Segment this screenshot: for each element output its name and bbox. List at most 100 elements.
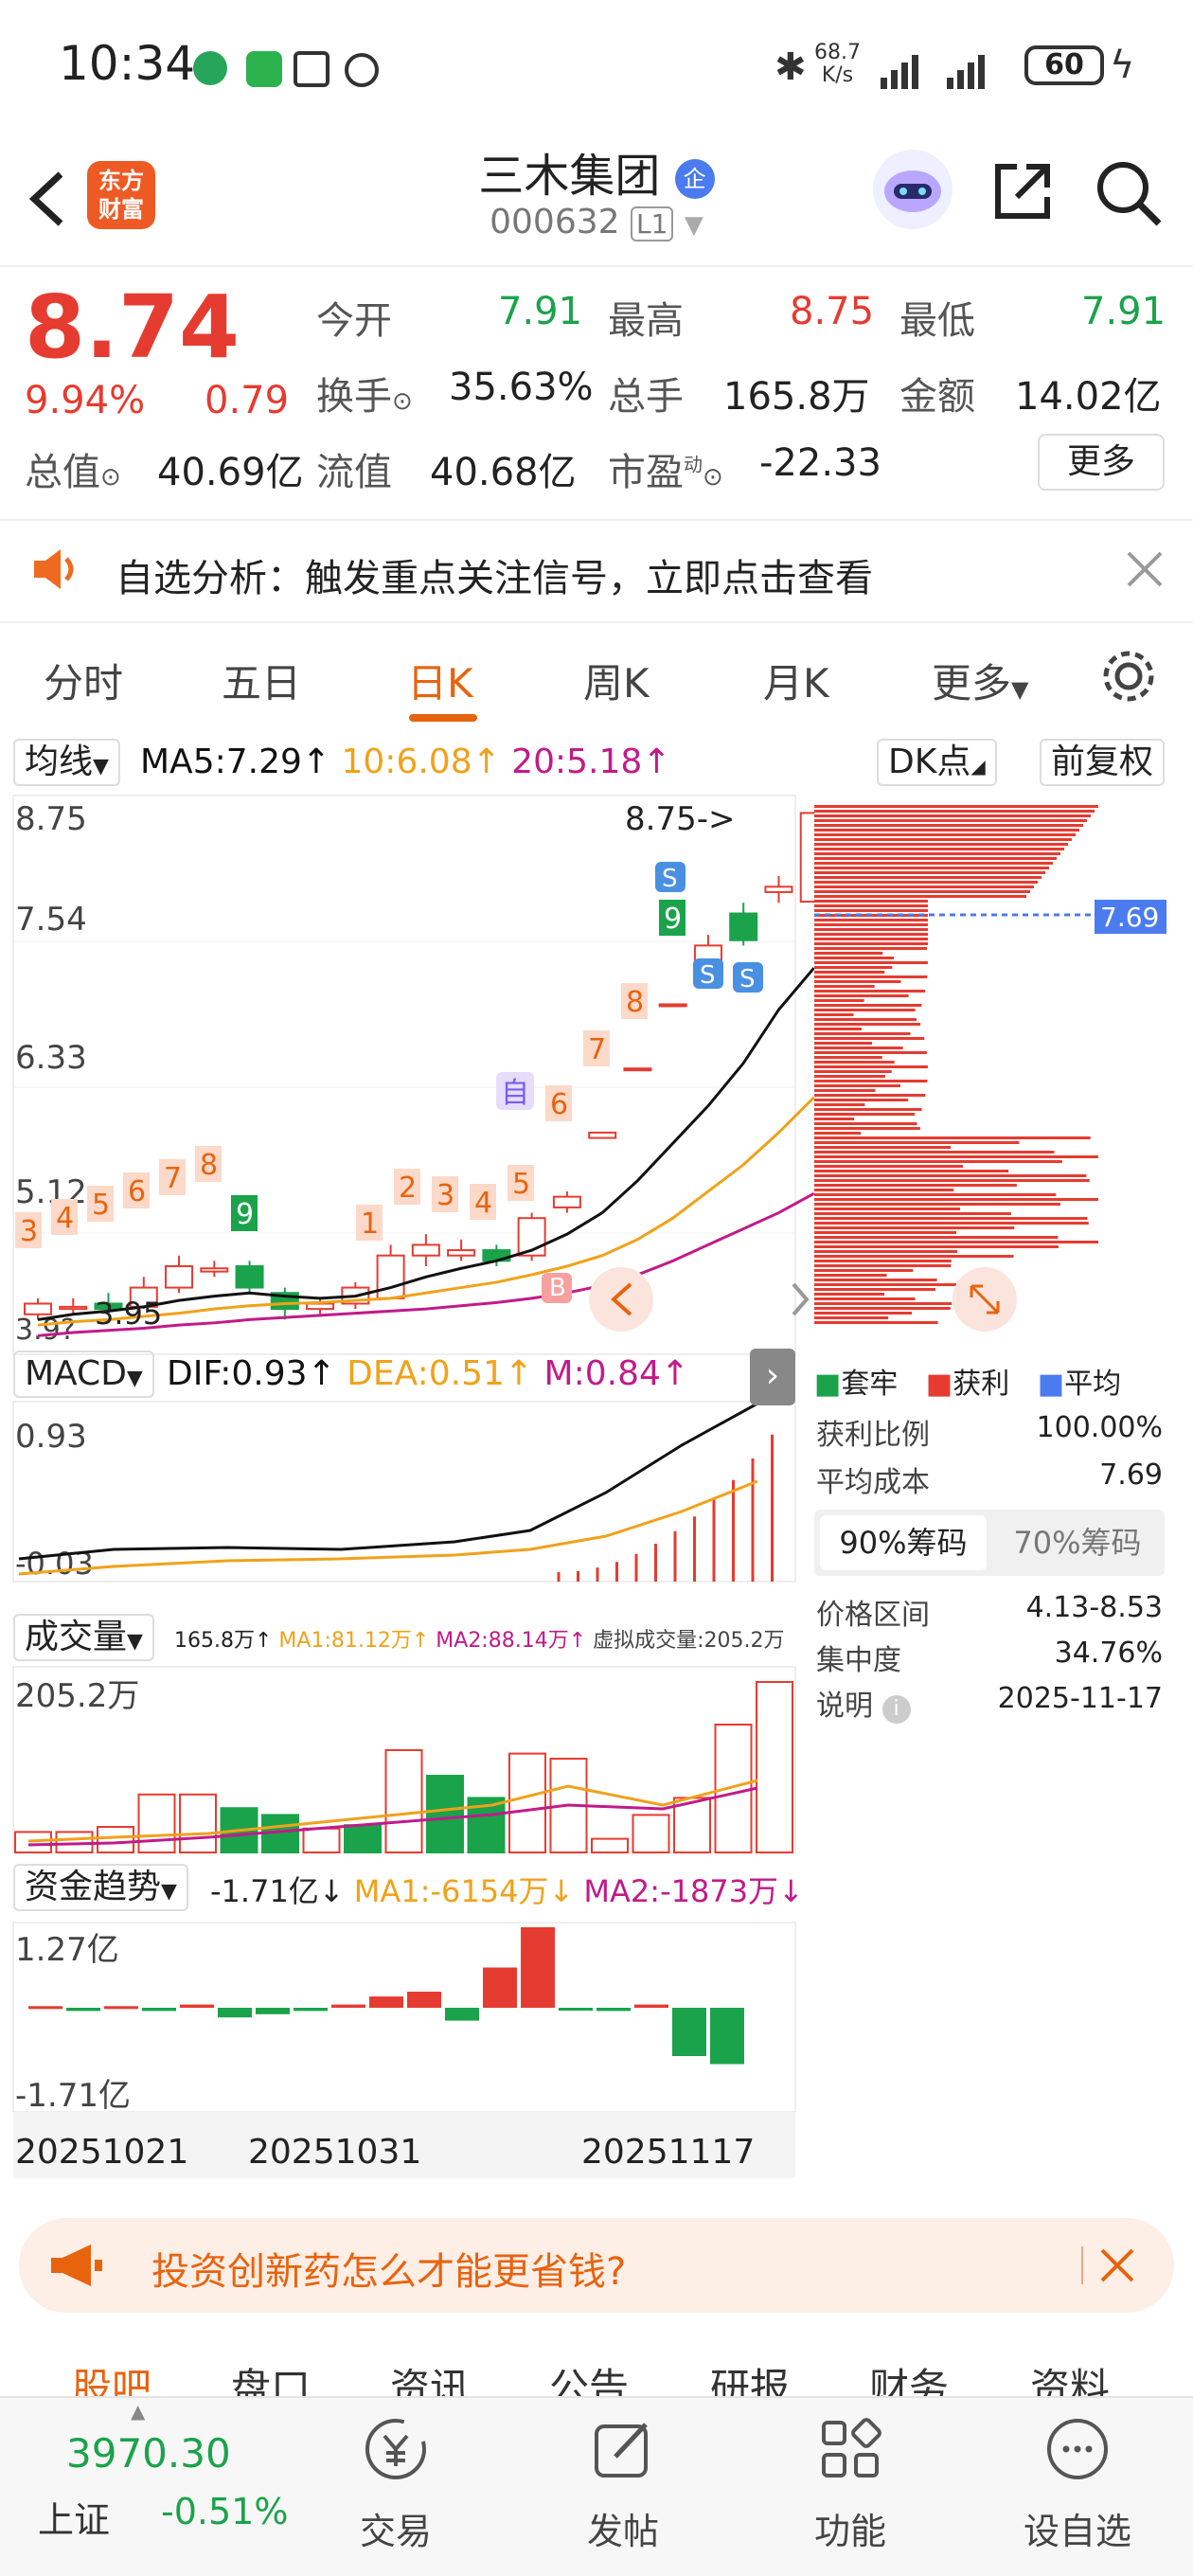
level-badge: L1 — [631, 206, 674, 242]
add-watchlist-button[interactable]: 设自选 — [1002, 2411, 1153, 2563]
volume-select-label: 成交量 — [25, 1618, 128, 1656]
volume-select[interactable]: 成交量▼ — [13, 1614, 154, 1661]
price-range-label: 价格区间 — [816, 1599, 930, 1632]
quote-panel — [0, 265, 1193, 511]
notice-text: 自选分析：触发重点关注信号，立即点击查看 — [116, 557, 873, 600]
chip-bar — [814, 1189, 954, 1191]
candle-body — [764, 886, 793, 893]
chip-bar — [814, 933, 928, 936]
tab-daily-k[interactable]: 日K — [407, 660, 473, 707]
chip-bar — [814, 1316, 889, 1319]
info-icon: ⊙ — [100, 463, 121, 492]
share-button[interactable] — [988, 157, 1057, 225]
candle-body — [306, 1302, 335, 1311]
fund-bar — [28, 2006, 62, 2010]
promo-close-button[interactable] — [1096, 2245, 1138, 2290]
post-button[interactable]: 发帖 — [547, 2411, 699, 2563]
chip-bar — [814, 881, 1038, 884]
tab-intraday[interactable]: 分时 — [44, 660, 124, 707]
back-button[interactable] — [19, 161, 76, 237]
tab-monthly-k[interactable]: 月K — [763, 660, 829, 707]
ma5-line — [37, 967, 815, 1321]
promo-banner[interactable] — [19, 2218, 1174, 2313]
sell-signal-label: S — [700, 961, 716, 990]
panel-collapse-button[interactable]: › — [750, 1349, 795, 1405]
chip-bar — [814, 1065, 928, 1068]
signal-icon — [881, 49, 1023, 95]
avg-cost-tag: 7.69 — [1100, 902, 1159, 933]
fund-bar — [710, 2008, 744, 2065]
td-count-badge — [356, 1205, 383, 1241]
macd-select[interactable]: MACD▼ — [13, 1351, 154, 1398]
stock-code-row[interactable]: 000632 L1 ▼ — [0, 203, 1193, 242]
chart-settings-button[interactable] — [1098, 646, 1159, 710]
pe-label[interactable]: 市盈动⊙ — [608, 441, 723, 496]
fund-ma2: MA2:-1873万↓ — [583, 1873, 804, 1909]
turnover-label[interactable]: 换手⊙ — [316, 366, 413, 420]
chip-bar — [814, 1084, 900, 1087]
battery-icon: 60 — [1024, 45, 1104, 85]
low-label: 最低 — [899, 299, 975, 343]
fund-select[interactable]: 资金趋势▼ — [13, 1864, 188, 1911]
share-icon — [995, 164, 1050, 219]
td-count-label: 4 — [474, 1187, 492, 1220]
fund-bar — [369, 1996, 403, 2008]
explain-label[interactable]: 说明 i — [816, 1682, 911, 1724]
candle-body — [165, 1264, 194, 1289]
adjust-select[interactable]: 前复权 — [1040, 739, 1166, 786]
chip-bar — [814, 843, 1068, 846]
tab-five-day[interactable]: 五日 — [222, 660, 302, 707]
trade-button[interactable]: 交易 — [320, 2411, 472, 2563]
chip-bar — [814, 805, 1098, 808]
chip-bar — [814, 1250, 958, 1253]
candle-body — [658, 1003, 687, 1008]
notice-bar[interactable] — [0, 519, 1193, 623]
dk-point-toggle[interactable]: DK点◢ — [877, 739, 997, 786]
up-caret-icon: ▲ — [131, 2400, 146, 2423]
chip-bar — [814, 1198, 1098, 1201]
notice-close-button[interactable] — [1123, 547, 1166, 591]
tab-more[interactable]: 更多▼ — [932, 652, 1028, 709]
candle-body — [24, 1302, 52, 1315]
chip-bar — [814, 1165, 964, 1168]
xtick-label: 20251117 — [581, 2133, 755, 2172]
net-speed-value: 68.7 — [814, 41, 861, 64]
volume-bar — [179, 1793, 217, 1854]
index-name: 上证 — [38, 2499, 111, 2541]
tab-chip-70[interactable]: 70%筹码 — [1013, 1525, 1142, 1561]
tab-chip-90[interactable]: 90%筹码 — [820, 1515, 987, 1570]
chip-bar — [814, 1174, 1087, 1177]
chip-bar — [814, 876, 1042, 879]
chip-bar — [814, 975, 928, 978]
caret-down-icon: ▼ — [127, 1630, 143, 1654]
volume-value: 165.8万 — [723, 375, 870, 419]
mktcap-label[interactable]: 总值⊙ — [25, 441, 121, 496]
td-count-label: 5 — [512, 1168, 530, 1201]
ai-assistant-button[interactable] — [873, 150, 953, 229]
fund-bar — [521, 1927, 555, 2008]
candle-body — [729, 912, 758, 941]
td-count-badge — [15, 1212, 42, 1248]
fund-bar — [180, 2004, 214, 2008]
index-ticker[interactable]: ▲ 3970.30 上证 -0.51% — [0, 2400, 303, 2576]
change-pct: 9.94% — [25, 379, 146, 422]
fund-bar — [445, 2008, 479, 2021]
chip-bar — [814, 1080, 928, 1082]
sell-signal-badge — [693, 958, 723, 989]
chip-bar — [814, 1222, 1089, 1225]
td-count-label: 6 — [550, 1088, 568, 1121]
search-button[interactable] — [1093, 157, 1165, 229]
legend-swatch-avg: ■ — [1037, 1368, 1065, 1401]
macd-dif-line — [18, 1402, 758, 1561]
function-button[interactable]: 功能 — [775, 2411, 926, 2563]
tab-weekly-k[interactable]: 周K — [583, 660, 650, 707]
ma-select[interactable]: 均线▼ — [13, 739, 120, 786]
td-count-badge — [659, 900, 686, 936]
chip-bar — [814, 1032, 911, 1035]
more-button[interactable]: 更多 — [1038, 434, 1165, 491]
chip-bar — [814, 990, 926, 993]
chip-bar — [814, 1136, 1091, 1139]
candle-body — [200, 1267, 229, 1273]
corner-icon: ◢ — [970, 755, 986, 778]
